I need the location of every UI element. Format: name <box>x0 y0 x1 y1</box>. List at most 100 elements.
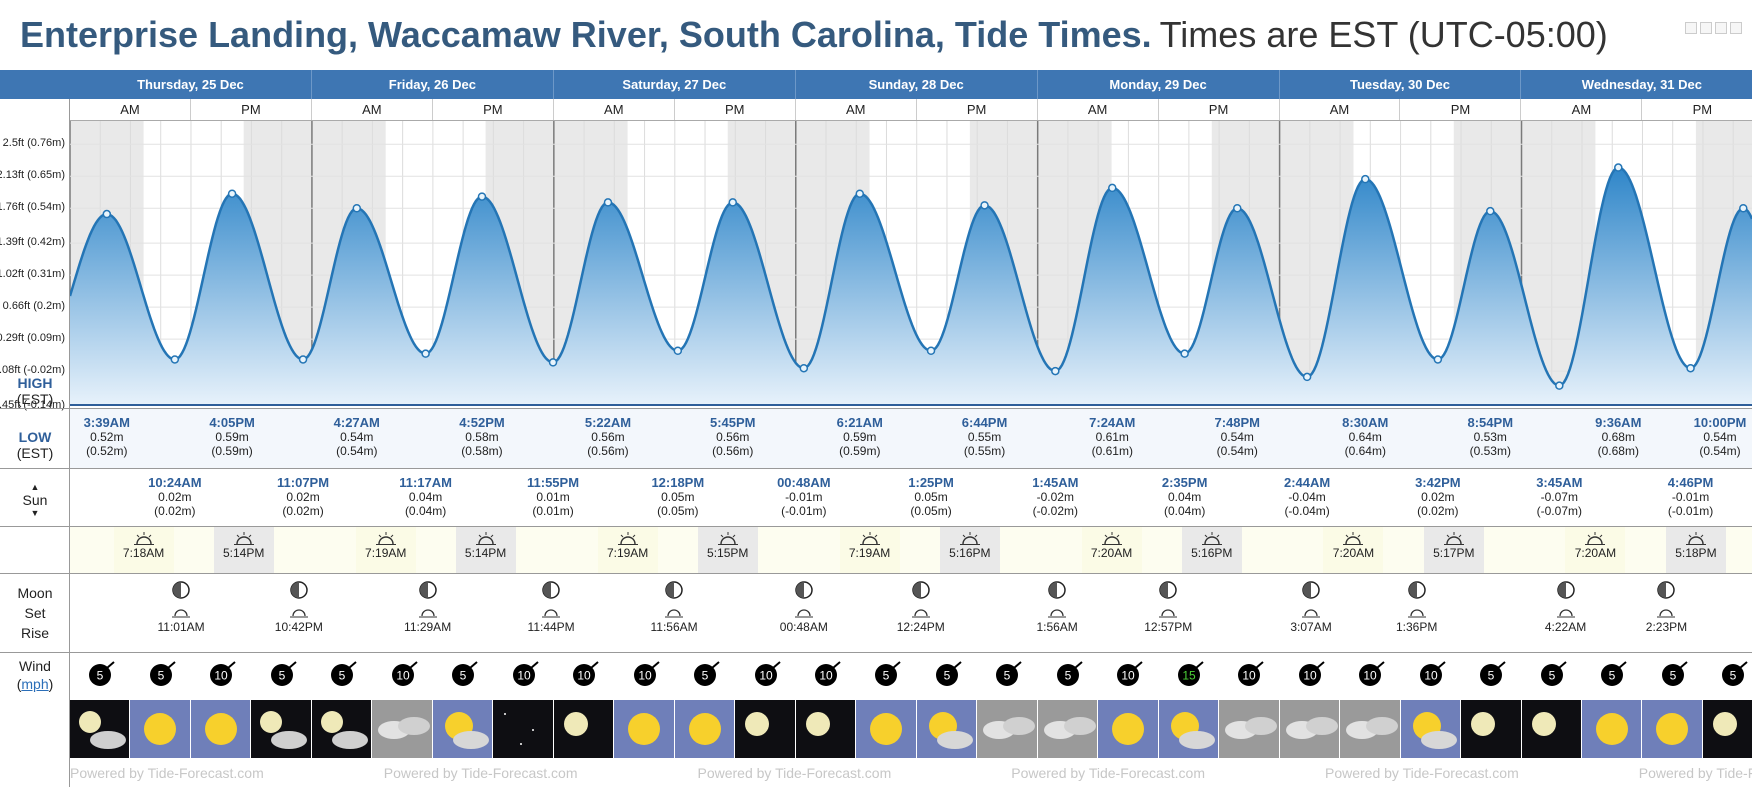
tide-time: 4:27AM <box>333 415 380 430</box>
wind-speed: 10 <box>1424 669 1438 683</box>
tide-height: 0.68m <box>1601 430 1635 444</box>
day-header: Sunday, 28 Dec <box>796 70 1038 99</box>
wind-arrow-icon: 10 <box>1117 661 1144 686</box>
moon-phase-icon <box>1159 581 1177 599</box>
moonset-icon <box>1556 609 1575 618</box>
tide-time: 1:45AM <box>1032 475 1079 490</box>
tide-extreme-point <box>673 346 683 355</box>
sunrise-time: 7:19AM <box>840 532 900 560</box>
tide-extreme-point <box>1302 372 1312 382</box>
wind-cell: 10 <box>748 660 784 690</box>
moon-weather-icon <box>1461 700 1521 758</box>
wind-cell: 5 <box>1594 660 1630 690</box>
weather-tile <box>1582 700 1642 758</box>
moon-phase-icon <box>1556 581 1575 599</box>
sunrise-time: 7:19AM <box>356 532 416 560</box>
high_tides-cell: 6:21AM 0.59m (0.59m) <box>830 416 890 459</box>
tide-height: 0.54m <box>340 430 374 444</box>
wind-arrow-icon: 5 <box>452 661 478 686</box>
tide-height: -0.01m <box>1671 490 1710 504</box>
moon-time-text: 11:29AM <box>404 620 452 634</box>
wind-speed: 5 <box>1609 669 1616 683</box>
ampm-label: AM <box>554 99 675 120</box>
moon-cloud-weather-icon <box>251 700 311 758</box>
tide-extreme-point <box>1739 203 1748 213</box>
tide-height: 0.54m <box>1703 430 1737 444</box>
day-header: Wednesday, 31 Dec <box>1521 70 1752 99</box>
ampm-label: AM <box>1280 99 1401 120</box>
tide-time: 10:00PM <box>1693 415 1747 430</box>
wind-arrow-icon: 5 <box>996 661 1023 686</box>
wind-arrow-icon: 10 <box>815 661 841 686</box>
sunrise-time: 7:20AM <box>1565 532 1625 560</box>
day-header: Tuesday, 30 Dec <box>1280 70 1522 99</box>
high-row-label: HIGH (EST) <box>0 375 70 407</box>
wind-cell: 10 <box>808 660 844 690</box>
tide-height-alt: (0.61m) <box>1091 444 1133 458</box>
tide-height-alt: (-0.04m) <box>1284 504 1330 518</box>
moon-phase-icon <box>1657 581 1676 599</box>
sun-time-text: 7:20AM <box>1332 546 1375 560</box>
sunrise-icon <box>1101 532 1122 545</box>
wind-speed: 10 <box>1243 669 1257 683</box>
wind-cell: 5 <box>687 660 723 690</box>
tide-height: 0.52m <box>90 430 124 444</box>
tide-height-alt: (-0.01m) <box>781 504 827 518</box>
wind-speed: 10 <box>1122 669 1136 683</box>
moon-phase-icon <box>1407 581 1426 599</box>
high_tides-cell: 5:45PM 0.56m (0.56m) <box>703 416 763 459</box>
tide-time: 8:54PM <box>1467 415 1514 430</box>
wind-cell: 10 <box>1292 660 1328 690</box>
sun-weather-icon <box>130 700 190 758</box>
low_tides-cell: 2:44AM -0.04m (-0.04m) <box>1277 475 1337 519</box>
tide-height-alt: (0.02m) <box>154 504 196 518</box>
wind-arrow-icon: 10 <box>391 661 418 686</box>
moon-event: 3:07AM <box>1281 580 1341 634</box>
wind-speed: 10 <box>215 669 229 683</box>
wind-cell: 5 <box>264 660 300 690</box>
moon-time-text: 11:56AM <box>650 620 698 634</box>
cloud-weather-icon <box>1037 700 1098 758</box>
sun-weather-icon <box>674 700 735 758</box>
moon-label: Moon <box>17 585 53 601</box>
tide-height-alt: (0.59m) <box>211 444 253 458</box>
tide-extreme-point <box>548 358 558 367</box>
y-tick-label: 0.66ft (0.2m) <box>2 300 65 313</box>
sunset-time: 5:14PM <box>456 532 516 560</box>
y-tick-label: 1.76ft (0.54m) <box>0 201 65 214</box>
tide-extreme-point <box>227 189 237 198</box>
sunrise-time: 7:20AM <box>1323 532 1383 560</box>
tide-time: 2:44AM <box>1283 475 1331 490</box>
day-header-row: Thursday, 25 Dec Friday, 26 Dec Saturday, … <box>70 70 1752 99</box>
ampm-label: AM <box>1521 99 1643 120</box>
sunrise-time: 7:18AM <box>114 532 174 560</box>
moonrise-icon <box>665 609 684 618</box>
weather-tile <box>795 700 856 758</box>
tide-extreme-point <box>1233 203 1242 213</box>
moon-cloud-weather-icon <box>311 700 372 758</box>
wind-arrow-icon: 10 <box>633 661 660 686</box>
weather-tile <box>372 700 432 758</box>
wind-arrow-icon: 5 <box>1661 661 1688 686</box>
weather-tile <box>1279 700 1340 758</box>
wind-cell: 10 <box>506 660 542 690</box>
wind-arrow-icon: 10 <box>1298 661 1325 686</box>
tide-extreme-point <box>102 209 112 219</box>
tide-height-alt: (0.01m) <box>532 504 574 518</box>
tide-height-alt: (0.54m) <box>336 444 378 458</box>
moonset-icon <box>542 609 561 618</box>
low_tides-cell: 11:55PM 0.01m (0.01m) <box>523 476 583 519</box>
ampm-label: AM <box>312 99 433 120</box>
high_tides-cell: 4:05PM 0.59m (0.59m) <box>202 416 262 459</box>
sun-time-text: 5:16PM <box>1191 546 1233 560</box>
y-tick-label: 2.5ft (0.76m) <box>2 137 65 150</box>
tide-height: -0.07m <box>1540 490 1578 504</box>
wind-unit-link[interactable]: mph <box>21 676 49 692</box>
tide-time: 12:18PM <box>651 475 705 490</box>
sun-band <box>70 527 1752 573</box>
sunset-time: 5:15PM <box>698 532 758 560</box>
weather-tile <box>130 700 190 758</box>
row-divider <box>0 652 1752 653</box>
wind-speed: 10 <box>759 669 773 683</box>
moonset-icon <box>1048 609 1067 618</box>
